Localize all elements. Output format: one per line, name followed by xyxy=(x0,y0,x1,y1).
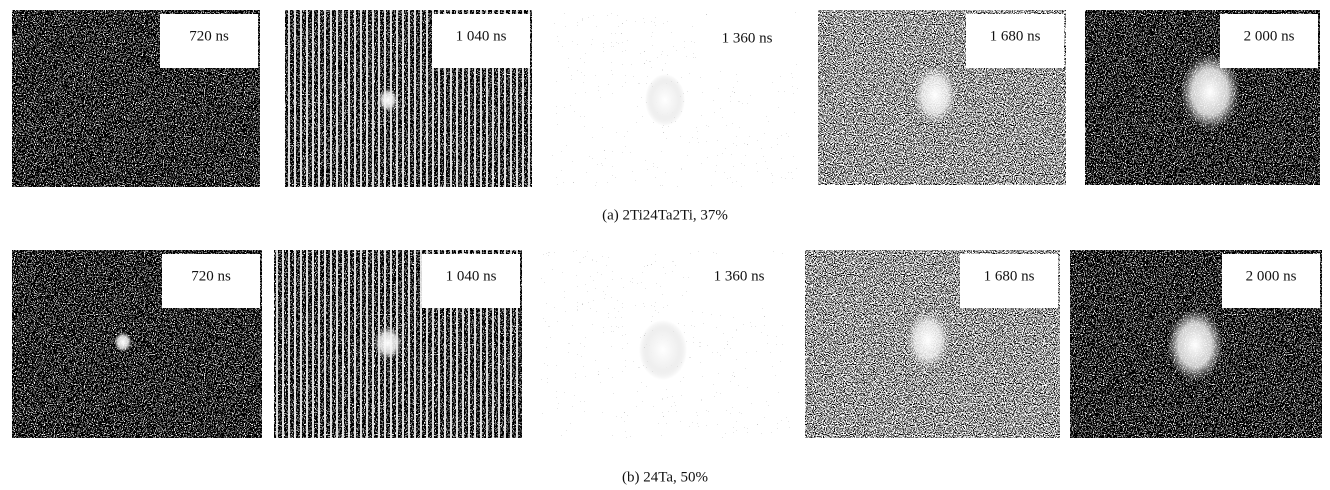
figure: 720 ns 1 040 ns 1 360 ns 1 680 ns 2 000 ns (a… xyxy=(0,0,1330,490)
time-label: 1 680 ns xyxy=(990,28,1041,44)
plasma-plume xyxy=(114,332,132,352)
plasma-plume xyxy=(1167,309,1223,381)
plasma-plume xyxy=(913,65,957,125)
row-caption: (a) 2Ti24Ta2Ti, 37% xyxy=(602,207,728,223)
frame-image: 1 040 ns xyxy=(274,250,522,438)
page: 720 ns 1 040 ns 1 360 ns 1 680 ns 2 000 ns (a… xyxy=(0,0,1330,490)
frame-image: 2 000 ns xyxy=(1085,10,1320,185)
time-label: 720 ns xyxy=(191,268,231,284)
time-label: 2 000 ns xyxy=(1244,28,1295,44)
plasma-plume xyxy=(639,320,687,380)
plasma-plume xyxy=(906,310,950,370)
time-label: 1 360 ns xyxy=(714,268,765,284)
frame-image: 1 040 ns xyxy=(285,10,532,187)
time-label: 1 360 ns xyxy=(722,30,773,46)
frame-image: 1 360 ns xyxy=(552,12,798,187)
time-label: 1 040 ns xyxy=(446,268,497,284)
time-label: 1 040 ns xyxy=(456,28,507,44)
frame-image: 1 680 ns xyxy=(805,250,1060,438)
frame-image: 2 000 ns xyxy=(1070,250,1322,438)
time-label: 2 000 ns xyxy=(1246,268,1297,284)
plasma-plume xyxy=(374,326,402,360)
frame-image: 720 ns xyxy=(12,250,262,438)
time-label: 720 ns xyxy=(189,28,229,44)
time-label: 1 680 ns xyxy=(984,268,1035,284)
frame-image: 1 360 ns xyxy=(541,250,790,438)
frame-image: 720 ns xyxy=(12,10,260,187)
plasma-plume xyxy=(378,88,398,112)
plasma-plume xyxy=(645,74,685,126)
row-caption: (b) 24Ta, 50% xyxy=(622,469,708,485)
frame-image: 1 680 ns xyxy=(818,10,1066,185)
